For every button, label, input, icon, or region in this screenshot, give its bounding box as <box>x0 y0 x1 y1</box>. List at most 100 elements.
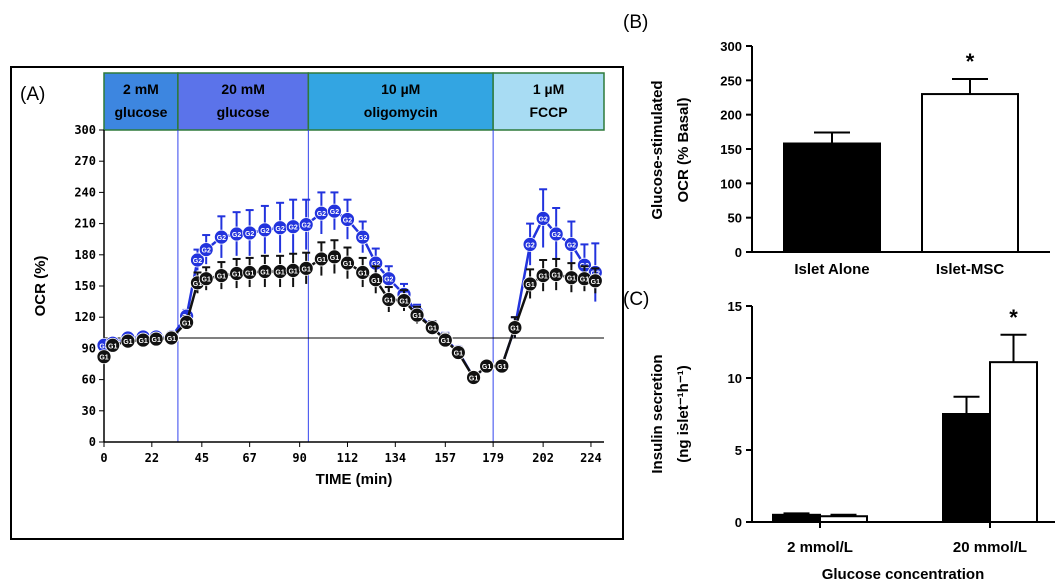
data-point <box>368 272 384 288</box>
y-tick-label: 5 <box>735 443 742 458</box>
data-point <box>466 370 481 385</box>
data-point-label: G1 <box>288 268 297 275</box>
data-point-label: G2 <box>99 343 108 350</box>
data-point <box>522 236 538 252</box>
y-tick-label: 0 <box>735 515 742 530</box>
data-point <box>257 222 273 238</box>
data-point-label: G1 <box>552 273 561 280</box>
y-tick-label: 150 <box>720 142 742 157</box>
panel-b-label: (B) <box>623 12 648 33</box>
treatment-band-label: oligomycin <box>364 104 438 120</box>
x-tick-label: 224 <box>580 451 602 465</box>
y-tick-label: 90 <box>82 341 96 355</box>
y-tick-label: 180 <box>74 248 96 262</box>
data-point <box>494 358 510 374</box>
treatment-band-label: glucose <box>115 104 168 120</box>
data-point-label: G2 <box>217 235 226 242</box>
data-point-label: G1 <box>591 279 600 286</box>
y-axis-label: Insulin secretion <box>649 354 666 473</box>
y-tick-label: 0 <box>89 435 96 449</box>
data-point-label: G1 <box>510 326 519 333</box>
data-point-label: G1 <box>469 376 478 383</box>
panel-a-frame <box>10 66 624 540</box>
data-point <box>105 337 121 353</box>
y-tick-label: 100 <box>720 176 742 191</box>
data-point-label: G2 <box>288 225 297 232</box>
y-tick-label: 250 <box>720 73 742 88</box>
data-point-label: G2 <box>371 261 380 268</box>
treatment-band-label: 1 µM <box>533 81 564 97</box>
data-point-label: G1 <box>454 351 463 358</box>
y-tick-label: 300 <box>720 39 742 54</box>
data-point-label: G2 <box>232 232 241 239</box>
data-point-label: G2 <box>384 277 393 284</box>
chart-a: 2 mM glucose 20 mM glucose 10 µM oligomycin 1 … <box>32 72 605 488</box>
x-tick-label: 67 <box>242 451 256 465</box>
data-point-label: G1 <box>193 281 202 288</box>
data-point <box>450 345 466 360</box>
panel-c-label: (C) <box>623 289 649 310</box>
x-tick-label: Islet-MSC <box>936 261 1005 278</box>
data-point <box>396 293 412 308</box>
x-tick-label: 179 <box>482 451 504 465</box>
data-point-label: G1 <box>428 326 437 333</box>
data-point-label: G2 <box>317 211 326 218</box>
x-tick-label: 134 <box>384 451 406 465</box>
data-point-label: G1 <box>138 338 147 345</box>
data-point <box>327 203 342 219</box>
data-point <box>163 330 179 346</box>
x-tick-label: 2 mmol/L <box>787 539 853 556</box>
treatment-band-label: glucose <box>217 104 270 120</box>
data-point <box>355 229 371 245</box>
data-point <box>381 292 397 307</box>
x-axis-label: Glucose concentration <box>822 566 985 583</box>
data-point-label: G2 <box>538 216 547 223</box>
data-point <box>96 349 112 365</box>
chart-b: 0 50 100 150 200 250 300 Islet Alone Islet-MSC * G… <box>649 39 1050 278</box>
data-point <box>213 229 229 245</box>
data-point-label: G2 <box>525 242 534 249</box>
data-point-label: G2 <box>567 242 576 249</box>
data-point-label: G2 <box>343 217 352 224</box>
bar <box>783 142 881 253</box>
significance-marker: * <box>966 49 975 74</box>
data-point <box>327 249 342 265</box>
data-point-label: G1 <box>525 282 534 289</box>
treatment-band <box>307 72 494 131</box>
data-point <box>437 332 453 348</box>
bar <box>921 93 1019 253</box>
y-tick-label: 210 <box>74 217 96 231</box>
y-tick-label: 50 <box>728 211 742 226</box>
y-axis-label: (ng islet⁻¹h⁻¹) <box>675 365 692 463</box>
data-point-label: G2 <box>552 232 561 239</box>
data-point <box>587 273 603 289</box>
y-tick-label: 270 <box>74 154 96 168</box>
data-point-label: G1 <box>580 277 589 284</box>
y-tick-label: 0 <box>735 245 742 260</box>
data-point-label: G1 <box>384 298 393 305</box>
data-point <box>242 265 258 280</box>
data-point-label: G2 <box>245 231 254 238</box>
data-point-label: G1 <box>99 355 108 362</box>
x-tick-label: 20 mmol/L <box>953 539 1027 556</box>
treatment-band-label: 20 mM <box>221 81 265 97</box>
data-point-label: G1 <box>567 276 576 283</box>
y-tick-label: 15 <box>728 299 742 314</box>
data-point-label: G1 <box>232 272 241 279</box>
data-point-label: G1 <box>317 257 326 264</box>
x-tick-label: Islet Alone <box>794 261 869 278</box>
data-point-label: G1 <box>441 338 450 345</box>
data-point <box>340 212 355 227</box>
x-tick-label: 90 <box>292 451 306 465</box>
data-point-label: G1 <box>343 261 352 268</box>
bar <box>819 515 868 523</box>
bar <box>989 361 1038 523</box>
data-point <box>563 236 579 252</box>
data-point <box>213 268 229 284</box>
data-point-label: G1 <box>497 364 506 371</box>
y-tick-label: 300 <box>74 123 96 137</box>
x-axis-label: TIME (min) <box>316 471 393 488</box>
data-point <box>242 225 258 241</box>
data-point-label: G1 <box>358 270 367 277</box>
